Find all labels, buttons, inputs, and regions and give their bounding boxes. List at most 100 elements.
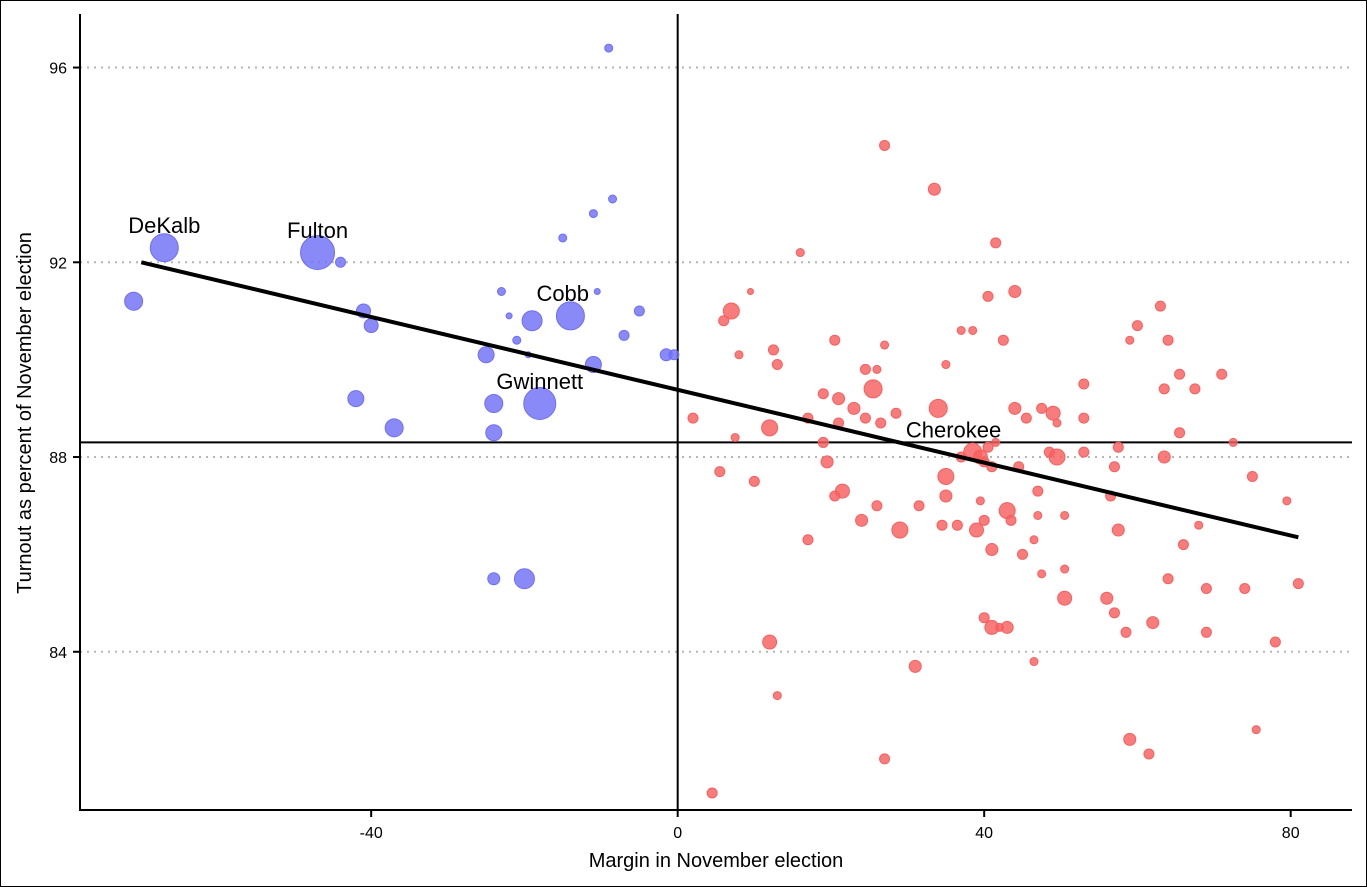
data-point-rep: [991, 437, 1001, 447]
trend-line-group: [140, 260, 1299, 540]
data-point-rep: [1292, 578, 1304, 590]
data-point-rep: [1033, 510, 1043, 520]
data-point-rep: [863, 379, 883, 399]
data-point-rep: [1131, 320, 1143, 332]
data-point-rep: [829, 490, 841, 502]
data-point-rep: [1216, 368, 1228, 380]
data-point-rep: [1029, 657, 1039, 667]
data-point-dem: [487, 572, 501, 586]
data-point-rep: [1162, 573, 1174, 585]
data-point-rep: [1162, 334, 1174, 346]
data-point-dem: [335, 256, 347, 268]
data-point-dem: [300, 235, 336, 271]
data-point-rep: [1239, 582, 1251, 594]
data-point-rep: [1045, 405, 1061, 421]
data-point-dem: [485, 424, 503, 442]
data-point-rep: [1032, 485, 1044, 497]
annotation-label: Cherokee: [906, 418, 1001, 443]
data-point-dem: [633, 305, 645, 317]
y-tick-label: 88: [49, 450, 67, 467]
data-point-rep: [928, 398, 948, 418]
data-point-rep: [990, 237, 1002, 249]
data-point-dem: [593, 288, 601, 296]
data-point-rep: [761, 419, 779, 437]
data-point-rep: [714, 466, 726, 478]
annotation-label: Fulton: [287, 218, 348, 243]
data-point-rep: [1048, 448, 1066, 466]
annotation-label: Gwinnett: [496, 369, 583, 394]
data-point-rep: [829, 334, 841, 346]
data-point-rep: [1017, 548, 1029, 560]
data-point-rep: [1125, 335, 1135, 345]
axes: [79, 14, 1352, 811]
data-point-dem: [588, 209, 598, 219]
data-point-rep: [748, 475, 760, 487]
data-point-rep: [1100, 591, 1114, 605]
data-point-rep: [730, 433, 740, 443]
annotation-label: Cobb: [536, 281, 589, 306]
data-point-rep: [908, 659, 922, 673]
data-point-rep: [939, 489, 953, 503]
data-point-rep: [1108, 461, 1120, 473]
data-point-dem: [484, 393, 504, 413]
data-point-rep: [891, 521, 909, 539]
data-point-rep: [795, 248, 805, 258]
data-point-rep: [767, 344, 779, 356]
data-point-rep: [1154, 300, 1166, 312]
data-point-dem: [668, 349, 680, 361]
data-point-rep: [975, 496, 985, 506]
data-point-dem: [558, 233, 568, 243]
data-point-dem: [555, 301, 585, 331]
data-point-rep: [1251, 725, 1261, 735]
data-point-rep: [1000, 620, 1014, 634]
data-point-rep: [1008, 285, 1022, 299]
data-point-rep: [1282, 496, 1292, 506]
data-point-dem: [384, 418, 404, 438]
data-point-rep: [927, 182, 941, 196]
y-tick-label: 92: [49, 255, 67, 272]
y-axis-title: Turnout as percent of November election: [14, 232, 36, 594]
data-point-rep: [817, 388, 829, 400]
data-point-rep: [1143, 748, 1155, 760]
data-point-dem: [149, 233, 179, 263]
data-point-rep: [1060, 564, 1070, 574]
data-point-rep: [872, 364, 882, 374]
data-point-rep: [890, 407, 902, 419]
data-point-rep: [734, 350, 744, 360]
data-point-rep: [968, 325, 978, 335]
trend-line: [140, 260, 1299, 540]
data-point-rep: [913, 500, 925, 512]
data-point-rep: [1189, 383, 1201, 395]
data-point-rep: [985, 543, 999, 557]
data-point-dem: [608, 194, 618, 204]
data-point-rep: [718, 315, 730, 327]
data-point-rep: [956, 325, 966, 335]
data-point-rep: [978, 612, 990, 624]
data-point-rep: [941, 360, 951, 370]
data-point-rep: [1108, 607, 1120, 619]
data-point-rep: [1005, 514, 1017, 526]
data-point-dem: [521, 310, 543, 332]
data-point-dem: [363, 318, 379, 334]
data-point-rep: [772, 691, 782, 701]
y-tick-label: 84: [49, 645, 67, 662]
tick-labels: -40 0 40 80 84 88 92 96: [49, 61, 1299, 842]
x-tick-label: 0: [673, 825, 682, 842]
data-point-rep: [855, 513, 869, 527]
data-point-rep: [1174, 368, 1186, 380]
data-point-rep: [982, 290, 994, 302]
data-point-rep: [1123, 732, 1137, 746]
county-annotations: DeKalb Fulton Cobb Gwinnett Cherokee: [128, 213, 1001, 442]
data-point-dem: [496, 287, 506, 297]
data-point-dem: [512, 335, 522, 345]
data-point-rep: [1029, 535, 1039, 545]
data-point-rep: [1111, 523, 1125, 537]
data-point-rep: [1158, 383, 1170, 395]
x-tick-label: -40: [360, 825, 383, 842]
data-point-dem: [124, 291, 144, 311]
data-point-rep: [687, 412, 699, 424]
data-point-rep: [1020, 412, 1032, 424]
data-point-rep: [1228, 437, 1238, 447]
data-point-rep: [1036, 402, 1048, 414]
